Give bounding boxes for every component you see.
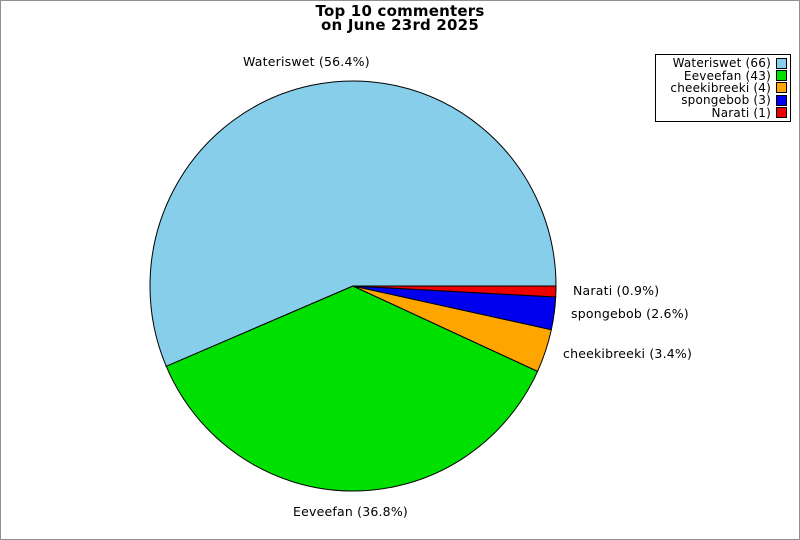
legend-label: Eeveefan (43)	[683, 68, 771, 83]
chart-title-line1: Top 10 commenters	[315, 2, 485, 20]
chart-title-line2: on June 23rd 2025	[321, 16, 479, 34]
pie-slice-wateriswet	[149, 80, 557, 368]
slice-label-cheekibreeki: cheekibreeki (3.4%)	[563, 346, 693, 361]
legend-item: cheekibreeki (4)	[656, 80, 790, 95]
slice-label-narati: Narati (0.9%)	[573, 283, 660, 298]
legend-swatch	[776, 107, 787, 119]
legend-swatch	[776, 82, 787, 94]
slice-label-eeveefan: Eeveefan (36.8%)	[293, 504, 408, 519]
slice-label-spongebob: spongebob (2.6%)	[571, 306, 689, 321]
legend-label: Wateriswet (66)	[672, 56, 771, 71]
legend: Wateriswet (66) Eeveefan (43) cheekibree…	[655, 54, 791, 122]
chart-title: Top 10 commenters on June 23rd 2025	[1, 2, 799, 34]
legend-swatch	[776, 70, 787, 82]
pie-slice-eeveefan	[165, 285, 539, 492]
pie-slice-narati	[352, 285, 557, 298]
legend-label: cheekibreeki (4)	[670, 80, 771, 95]
legend-swatch	[776, 94, 787, 106]
legend-label: Narati (1)	[711, 105, 771, 120]
legend-item: Eeveefan (43)	[656, 68, 790, 83]
legend-swatch	[776, 57, 787, 69]
legend-item: spongebob (3)	[656, 93, 790, 108]
legend-label: spongebob (3)	[681, 93, 771, 108]
legend-item: Narati (1)	[656, 105, 790, 120]
slice-label-wateriswet: Wateriswet (56.4%)	[243, 54, 370, 69]
legend-item: Wateriswet (66)	[656, 56, 790, 71]
